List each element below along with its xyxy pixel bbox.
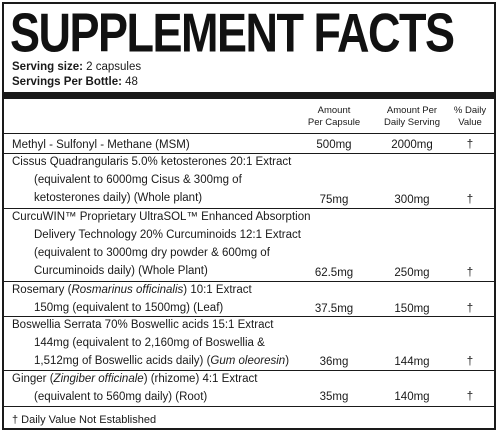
- ingredient-name: Cissus Quadrangularis 5.0% ketosterones …: [12, 156, 292, 168]
- header-daily-value-line1: % Daily: [453, 105, 487, 116]
- per-capsule-value: 37.5mg: [314, 303, 354, 315]
- row-divider: [4, 208, 494, 209]
- footnote: † Daily Value Not Established: [12, 414, 157, 426]
- daily-value-mark: †: [466, 391, 474, 403]
- supplement-facts-panel: SUPPLEMENT FACTS Serving size: 2 capsule…: [2, 2, 496, 430]
- ingredient-name-part: Rosemary (: [12, 284, 72, 296]
- ingredient-detail: Curcuminoids daily) (Whole Plant): [34, 265, 208, 277]
- header-daily-value-line2: Value: [458, 117, 482, 128]
- ingredient-name-part: Ginger (: [12, 373, 54, 385]
- per-capsule-value: 62.5mg: [314, 267, 354, 279]
- header-divider: [4, 133, 494, 134]
- per-capsule-value: 500mg: [316, 139, 352, 151]
- per-serving-value: 250mg: [394, 267, 430, 279]
- ingredient-name: Boswellia Serrata 70% Boswellic acids 15…: [12, 319, 274, 331]
- row-divider: [4, 316, 494, 317]
- ingredient-detail: (equivalent to 3000mg dry powder & 600mg…: [34, 247, 270, 259]
- ingredient-detail: (equivalent to 560mg daily) (Root): [34, 391, 208, 403]
- servings-per-label: Servings Per Bottle:: [12, 76, 122, 88]
- serving-size-label: Serving size:: [12, 61, 83, 73]
- row-divider: [4, 153, 494, 154]
- ingredient-detail: Delivery Technology 20% Curcuminoids 12:…: [34, 229, 301, 241]
- ingredient-detail: 150mg (equivalent to 1500mg) (Leaf): [34, 302, 224, 314]
- ingredient-name: Rosemary (Rosmarinus officinalis) 10:1 E…: [12, 282, 252, 298]
- ingredient-latin-name: Zingiber officinale: [53, 373, 144, 385]
- per-serving-value: 140mg: [394, 391, 430, 403]
- row-divider: [4, 370, 494, 371]
- ingredient-name: Methyl - Sulfonyl - Methane (MSM): [12, 139, 190, 151]
- per-serving-value: 2000mg: [391, 139, 433, 151]
- ingredient-detail-part: 1,512mg of Boswellic acids daily) (: [34, 355, 211, 367]
- header-per-capsule: Amount Per Capsule: [304, 105, 364, 129]
- ingredient-name-part: ) (rhizome) 4:1 Extract: [143, 373, 258, 385]
- thick-rule: [4, 92, 494, 99]
- header-daily-value: % Daily Value: [450, 105, 490, 129]
- ingredient-detail: (equivalent to 6000mg Cisus & 300mg of: [34, 174, 242, 186]
- ingredient-detail: ketosterones daily) (Whole plant): [34, 192, 203, 204]
- header-per-serving-line2: Daily Serving: [384, 117, 440, 128]
- ingredient-latin-name: Gum oleoresin: [210, 355, 286, 367]
- daily-value-mark: †: [466, 194, 474, 206]
- ingredient-detail: 1,512mg of Boswellic acids daily) (Gum o…: [34, 353, 289, 369]
- header-per-capsule-line2: Per Capsule: [307, 117, 361, 128]
- header-per-serving: Amount Per Daily Serving: [376, 105, 448, 129]
- per-capsule-value: 36mg: [319, 356, 349, 368]
- row-divider: [4, 281, 494, 282]
- per-capsule-value: 75mg: [319, 194, 349, 206]
- per-capsule-value: 35mg: [319, 391, 349, 403]
- header-per-serving-line1: Amount Per: [386, 105, 438, 116]
- ingredient-name: CurcuWIN™ Proprietary UltraSOL™ Enhanced…: [12, 211, 311, 223]
- servings-per-value: 48: [125, 76, 138, 88]
- per-serving-value: 150mg: [394, 303, 430, 315]
- per-serving-value: 300mg: [394, 194, 430, 206]
- daily-value-mark: †: [466, 139, 474, 151]
- header-per-capsule-line1: Amount: [317, 105, 351, 116]
- serving-size: Serving size: 2 capsules: [12, 60, 141, 74]
- ingredient-name: Ginger (Zingiber officinale) (rhizome) 4…: [12, 371, 257, 387]
- daily-value-mark: †: [466, 303, 474, 315]
- ingredient-name-part: ) 10:1 Extract: [183, 284, 252, 296]
- ingredient-latin-name: Rosmarinus officinalis: [71, 284, 184, 296]
- row-divider: [4, 406, 494, 407]
- ingredient-detail-part: ): [285, 355, 290, 367]
- ingredient-detail: 144mg (equivalent to 2,160mg of Boswelli…: [34, 337, 265, 349]
- daily-value-mark: †: [466, 267, 474, 279]
- daily-value-mark: †: [466, 356, 474, 368]
- servings-per-bottle: Servings Per Bottle: 48: [12, 75, 138, 89]
- serving-size-value: 2 capsules: [86, 61, 142, 73]
- per-serving-value: 144mg: [394, 356, 430, 368]
- panel-title: SUPPLEMENT FACTS: [10, 1, 455, 64]
